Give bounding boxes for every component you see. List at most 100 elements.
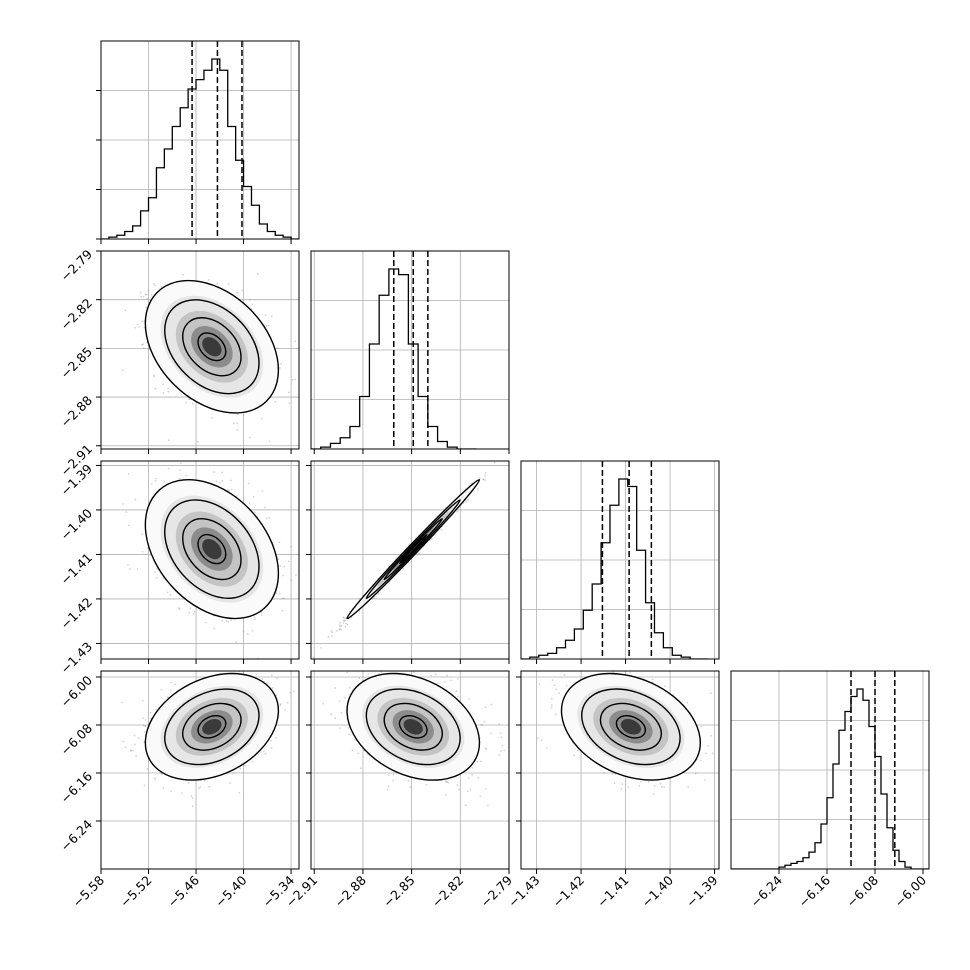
scatter-point <box>136 323 139 326</box>
scatter-point <box>145 293 148 296</box>
scatter-point <box>141 320 144 323</box>
scatter-point <box>484 472 487 474</box>
density-fill <box>403 538 423 560</box>
scatter-point <box>141 344 144 346</box>
scatter-point <box>300 366 302 368</box>
scatter-point <box>502 453 504 455</box>
scatter-point <box>290 545 293 548</box>
scatter-point <box>482 478 485 481</box>
scatter-point <box>139 291 142 294</box>
histogram-step <box>101 58 299 239</box>
scatter-point <box>242 630 245 632</box>
y-tick-label: −2.79 <box>57 246 95 284</box>
scatter-point <box>264 314 267 317</box>
panel-border <box>520 460 720 660</box>
scatter-point <box>178 607 180 609</box>
histogram-step <box>521 478 708 659</box>
scatter-point <box>260 611 263 614</box>
scatter-point <box>281 597 284 600</box>
histogram-step <box>731 688 929 869</box>
scatter-point <box>387 565 390 567</box>
density-panel-3-0: −5.58 −5.52 −5.46 −5.40 −5.34−6.24−6.16−6.08… <box>57 670 300 910</box>
scatter-point <box>154 387 157 390</box>
scatter-point <box>281 609 284 612</box>
scatter-point <box>187 781 190 784</box>
scatter-point <box>343 619 346 622</box>
scatter-point <box>127 524 130 527</box>
scatter-point <box>188 611 191 614</box>
scatter-point <box>431 538 433 540</box>
scatter-point <box>345 622 348 625</box>
scatter-point <box>155 577 158 579</box>
scatter-point <box>262 750 265 753</box>
scatter-point <box>128 568 131 570</box>
scatter-point <box>167 467 170 470</box>
scatter-point <box>122 502 124 505</box>
scatter-point <box>330 629 333 632</box>
scatter-point <box>154 778 157 781</box>
scatter-point <box>260 614 263 616</box>
scatter-point <box>274 400 277 403</box>
scatter-point <box>336 630 338 632</box>
scatter-point <box>134 326 137 329</box>
scatter-point <box>208 785 211 788</box>
scatter-point <box>153 374 156 377</box>
scatter-point <box>189 607 192 610</box>
scatter-point <box>271 687 274 689</box>
scatter-point <box>338 628 341 631</box>
scatter-point <box>266 682 269 684</box>
scatter-point <box>340 628 343 631</box>
scatter-point <box>283 597 285 600</box>
scatter-point <box>167 390 170 393</box>
scatter-point <box>155 567 158 570</box>
scatter-point <box>124 746 127 749</box>
scatter-point <box>268 517 271 519</box>
contour-line <box>164 299 260 395</box>
scatter-point <box>215 480 218 483</box>
scatter-point <box>121 369 124 372</box>
scatter-point <box>196 440 199 443</box>
scatter-point <box>236 422 239 425</box>
scatter-point <box>225 620 228 622</box>
scatter-point <box>146 768 149 770</box>
scatter-point <box>340 624 343 627</box>
scatter-point <box>339 624 341 626</box>
scatter-point <box>373 596 376 599</box>
density-fill <box>202 538 222 560</box>
scatter-point <box>166 696 169 699</box>
scatter-point <box>339 621 341 624</box>
scatter-point <box>265 517 268 520</box>
panel-border <box>100 250 300 450</box>
scatter-point <box>331 635 333 637</box>
scatter-point <box>167 387 170 390</box>
histogram-panel-3: −6.24 −6.16 −6.08 −6.00 <box>730 670 930 910</box>
scatter-point <box>185 474 188 477</box>
scatter-point <box>345 617 347 620</box>
scatter-point <box>283 565 286 568</box>
scatter-point <box>145 306 148 309</box>
scatter-point <box>162 392 165 394</box>
scatter-point <box>290 579 293 582</box>
scatter-point <box>146 297 148 300</box>
scatter-point <box>253 616 256 619</box>
scatter-point <box>235 641 238 643</box>
scatter-point <box>294 378 296 381</box>
scatter-point <box>230 619 232 622</box>
scatter-point <box>169 593 172 596</box>
contour-line <box>398 533 428 565</box>
scatter-point <box>221 479 224 482</box>
scatter-point <box>141 550 144 553</box>
scatter-point <box>256 273 259 275</box>
y-tick-label: −1.42 <box>57 594 95 632</box>
scatter-point <box>344 625 347 628</box>
scatter-point <box>342 622 345 625</box>
scatter-point <box>179 469 181 472</box>
scatter-point <box>228 489 231 492</box>
histogram-panel-0 <box>96 40 300 244</box>
scatter-point <box>287 391 290 394</box>
scatter-point <box>162 383 164 386</box>
scatter-point <box>127 472 130 475</box>
scatter-point <box>221 619 224 622</box>
scatter-point <box>346 623 349 626</box>
contour-line <box>144 279 280 414</box>
